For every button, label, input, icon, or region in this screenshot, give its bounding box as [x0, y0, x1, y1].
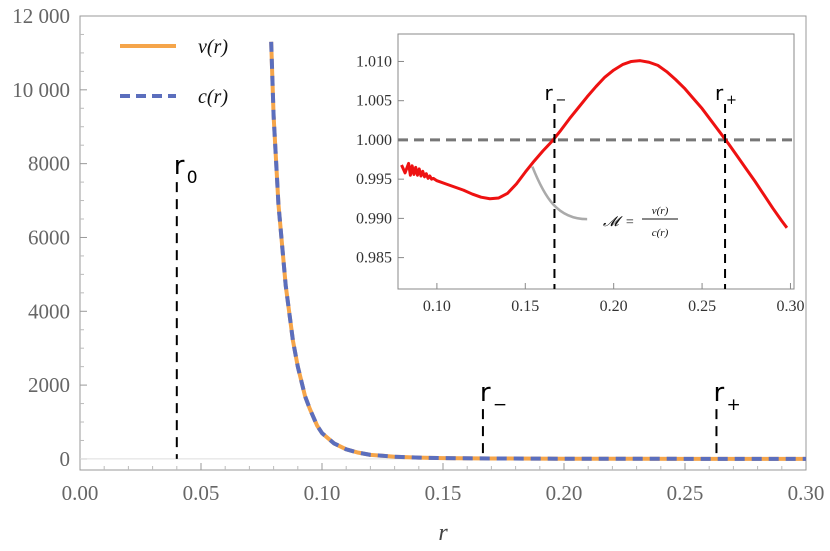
inset-markers-group: r − r + — [544, 81, 737, 289]
inset-series-group — [400, 59, 789, 229]
x-tick-label: 0.20 — [546, 481, 583, 505]
series-line-c — [269, 41, 807, 461]
inset-x-tick-label: 0.20 — [600, 298, 628, 315]
x-tick-label: 0.10 — [304, 481, 341, 505]
x-axis-title: r — [438, 520, 448, 546]
marker-label: r — [174, 151, 185, 181]
legend-label-v: v(r) — [198, 36, 228, 58]
legend-label-c: c(r) — [198, 86, 228, 108]
marker-label: r — [480, 378, 491, 408]
y-tick-label: 0 — [60, 447, 71, 471]
x-tick-label: 0.05 — [183, 481, 220, 505]
x-tick-label: 0.15 — [425, 481, 462, 505]
main-markers-group: r 0r − r + — [174, 151, 741, 459]
marker-subscript: + — [726, 395, 740, 415]
inset-marker-label: r — [544, 81, 553, 105]
ratio-denominator: c(r) — [652, 227, 669, 239]
y-tick-label: 4000 — [28, 299, 70, 323]
y-tick-label: 10 000 — [12, 78, 70, 102]
marker-subscript: − — [493, 395, 507, 415]
y-tick-label: 12 000 — [12, 4, 70, 28]
annotation-leader-curve — [531, 166, 588, 221]
main-series-group — [269, 41, 807, 461]
ratio-numerator: v(r) — [652, 205, 669, 217]
ratio-series-line — [400, 59, 789, 229]
inset-x-tick-label: 0.25 — [688, 298, 716, 315]
marker-label: r — [713, 378, 724, 408]
inset-y-tick-label: 0.990 — [356, 210, 392, 227]
x-tick-label: 0.30 — [788, 481, 825, 505]
inset-x-tick-label: 0.10 — [423, 298, 451, 315]
main-x-axis: 0.00 0.05 0.10 0.15 0.20 0.25 0.30 — [62, 463, 825, 505]
main-y-axis: 0 2000 4000 6000 8000 10 000 12 000 — [12, 4, 87, 471]
ratio-equals: = — [625, 215, 634, 230]
inset-x-tick-label: 0.15 — [511, 298, 539, 315]
inset-axes: 0.985 0.990 0.995 1.000 1.005 1.010 0.10 0.15 0.… — [356, 53, 804, 315]
inset-marker-subscript: + — [726, 93, 737, 108]
y-tick-label: 2000 — [28, 373, 70, 397]
annotation-leader — [531, 166, 588, 221]
x-tick-label: 0.00 — [62, 481, 99, 505]
marker-subscript: 0 — [187, 168, 198, 188]
inset-marker-label: r — [715, 81, 724, 105]
inset-y-tick-label: 1.005 — [356, 93, 392, 110]
inset-y-tick-label: 0.995 — [356, 171, 392, 188]
ratio-symbol: 𝓜 — [603, 215, 623, 230]
y-tick-label: 6000 — [28, 225, 70, 249]
ratio-annotation: 𝓜 = v(r) c(r) — [603, 205, 678, 239]
inset-y-tick-label: 1.010 — [356, 53, 392, 70]
inset-y-tick-label: 0.985 — [356, 250, 392, 267]
inset-marker-subscript: − — [555, 93, 566, 108]
inset-x-tick-label: 0.30 — [776, 298, 804, 315]
legend: v(r) c(r) — [120, 36, 228, 108]
inset-y-tick-label: 1.000 — [356, 132, 392, 149]
y-tick-label: 8000 — [28, 152, 70, 176]
inset-frame — [397, 33, 795, 290]
x-tick-label: 0.25 — [667, 481, 704, 505]
